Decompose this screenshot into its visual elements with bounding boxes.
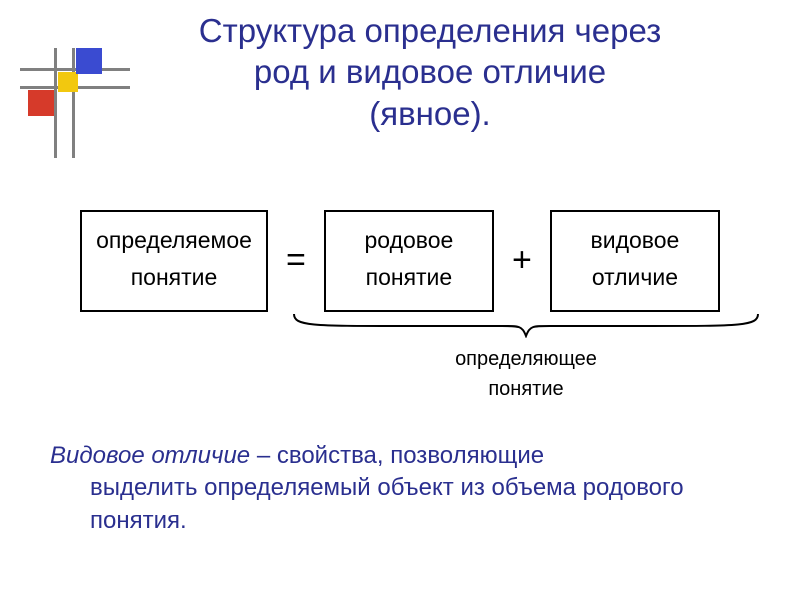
definition-body-line3: понятия. <box>50 505 750 537</box>
defining-concept-brace: определяющее понятие <box>292 312 760 404</box>
title-line-3: (явное). <box>100 93 760 134</box>
decor-square-yellow <box>58 72 78 92</box>
box1-line1: определяемое <box>96 222 252 259</box>
decor-vline-1 <box>54 48 57 158</box>
decor-vline-2 <box>72 48 75 158</box>
box3-line2: отличие <box>566 259 704 296</box>
brace-label-line-2: понятие <box>292 374 760 404</box>
brace-icon <box>292 312 760 338</box>
defined-concept-box: определяемое понятие <box>80 210 268 312</box>
decor-square-red <box>28 90 54 116</box>
slide-title: Структура определения через род и видово… <box>100 10 760 134</box>
box2-line1: родовое <box>340 222 478 259</box>
genus-concept-box: родовое понятие <box>324 210 494 312</box>
plus-sign: + <box>504 241 540 280</box>
equals-sign: = <box>278 241 314 280</box>
definition-body-first: свойства, позволяющие <box>277 442 544 469</box>
definition-term: Видовое отличие <box>50 442 250 469</box>
box3-line1: видовое <box>566 222 704 259</box>
brace-label: определяющее понятие <box>292 344 760 404</box>
definition-dash: – <box>250 442 277 469</box>
differentia-definition: Видовое отличие – свойства, позволяющие … <box>50 440 750 537</box>
brace-label-line-1: определяющее <box>292 344 760 374</box>
definition-body-line2: выделить определяемый объект из объема р… <box>50 472 750 504</box>
box1-line2: понятие <box>96 259 252 296</box>
title-line-1: Структура определения через <box>100 10 760 51</box>
title-line-2: род и видовое отличие <box>100 51 760 92</box>
decor-square-blue <box>76 48 102 74</box>
box2-line2: понятие <box>340 259 478 296</box>
definition-structure-equation: определяемое понятие = родовое понятие +… <box>40 210 760 312</box>
differentia-box: видовое отличие <box>550 210 720 312</box>
